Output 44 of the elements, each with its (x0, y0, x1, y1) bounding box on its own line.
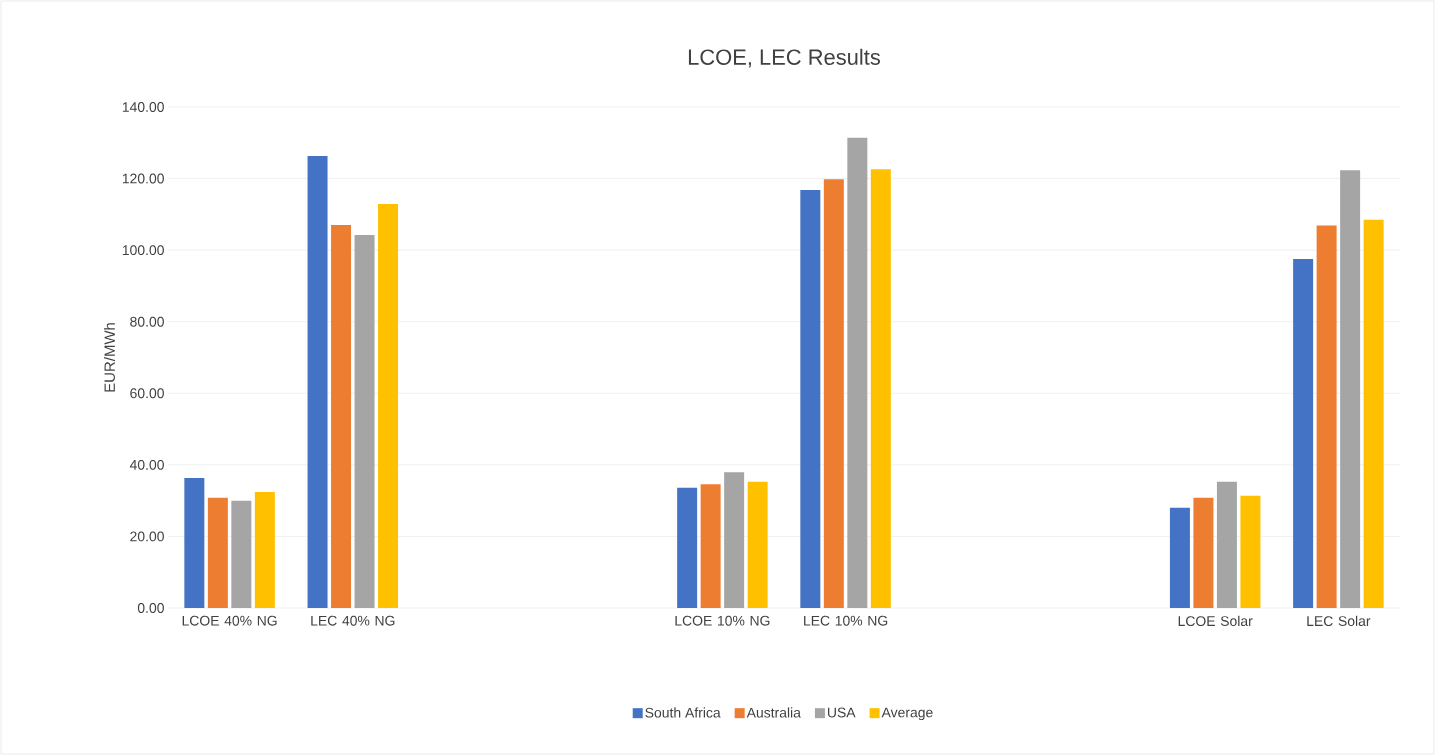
bar (1363, 219, 1384, 608)
bar (700, 484, 721, 608)
bar (1240, 495, 1261, 608)
bar (378, 203, 399, 608)
bar (1316, 225, 1337, 608)
legend-label: South Africa (645, 707, 721, 718)
x-tick-label: LEC 10% NG (804, 615, 888, 626)
bar (331, 225, 352, 608)
y-tick-label: 80.00 (130, 316, 164, 327)
bar (677, 487, 698, 608)
bar (747, 481, 768, 608)
bar (1193, 497, 1214, 608)
bar (1293, 259, 1314, 608)
bar (207, 497, 228, 608)
bar (254, 492, 275, 608)
bar (231, 500, 252, 608)
x-tick-label: LCOE Solar (1178, 615, 1253, 627)
x-tick-label: LEC Solar (1307, 615, 1371, 627)
legend-label: Average (881, 707, 933, 721)
x-tick-label: LEC 40% NG (311, 615, 395, 626)
y-axis-title: EUR/MWh (104, 323, 115, 392)
y-tick-label: 0.00 (137, 603, 164, 613)
legend-label: Australia (746, 707, 801, 718)
bar (1216, 481, 1237, 608)
x-tick-label: LCOE 10% NG (675, 615, 770, 626)
x-tick-label: LCOE 40% NG (182, 615, 277, 626)
bar (724, 472, 745, 608)
bar (870, 169, 891, 608)
y-tick-label: 140.00 (122, 102, 164, 112)
y-tick-label: 120.00 (122, 173, 164, 184)
chart-title: LCOE, LEC Results (688, 48, 880, 68)
bar (184, 478, 205, 608)
bar (823, 179, 844, 608)
legend-label: USA (827, 707, 856, 718)
bar (800, 190, 821, 608)
y-tick-label: 40.00 (129, 459, 164, 470)
bar (847, 137, 868, 608)
bar (354, 235, 375, 608)
bar (1169, 507, 1190, 608)
y-tick-label: 100.00 (122, 245, 164, 256)
bar (1340, 170, 1361, 608)
y-tick-label: 60.00 (130, 388, 164, 399)
bar (307, 156, 328, 608)
y-tick-label: 20.00 (130, 531, 164, 542)
